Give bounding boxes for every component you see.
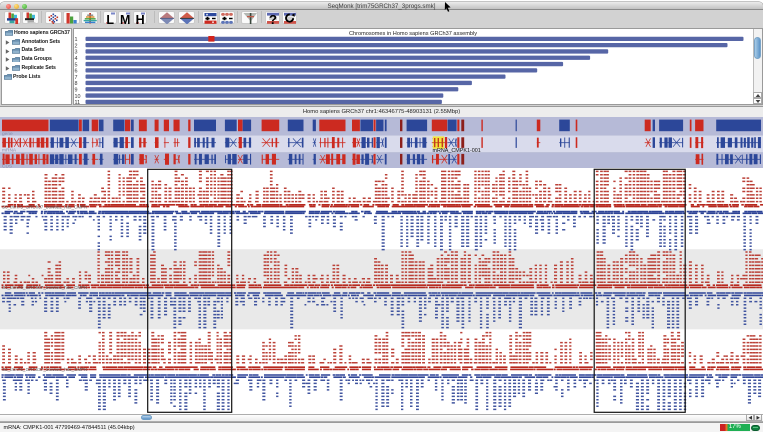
svg-text:3: 3 — [74, 50, 77, 56]
svg-text:4: 4 — [74, 56, 77, 62]
svg-text:1: 1 — [74, 37, 77, 43]
svg-text:S1_trim75_GRCh37_bowtie2_hits_: S1_trim75_GRCh37_bowtie2_hits_CMPK — [2, 285, 88, 290]
svg-text:6: 6 — [74, 69, 77, 75]
svg-text:8: 8 — [74, 81, 77, 87]
svg-text:9: 9 — [74, 88, 77, 94]
svg-text:5: 5 — [74, 62, 77, 68]
svg-text:?: ? — [269, 12, 277, 25]
svg-text:L: L — [106, 12, 114, 24]
svg-text:mRNA: mRNA — [2, 147, 17, 153]
svg-text:S0_trim75_GRCh37_bowtie2_hits_: S0_trim75_GRCh37_bowtie2_hits_CMPK — [2, 204, 88, 209]
svg-text:M: M — [119, 12, 129, 24]
svg-text:7: 7 — [74, 75, 77, 81]
svg-text:CDS: CDS — [2, 163, 12, 168]
svg-text:11: 11 — [74, 100, 80, 104]
svg-text:S2_trim75_GRCh37_bowtie2_hits_: S2_trim75_GRCh37_bowtie2_hits_CMPK — [2, 367, 88, 372]
svg-text:10: 10 — [74, 94, 80, 100]
svg-text:Chromosomes in Homo sapiens GR: Chromosomes in Homo sapiens GRCh37 assem… — [348, 31, 476, 37]
svg-text:gene: gene — [2, 132, 13, 137]
svg-text:mRNA_CMPK1-001: mRNA_CMPK1-001 — [433, 148, 481, 154]
svg-text:2: 2 — [74, 43, 77, 49]
svg-text:H: H — [136, 12, 145, 24]
